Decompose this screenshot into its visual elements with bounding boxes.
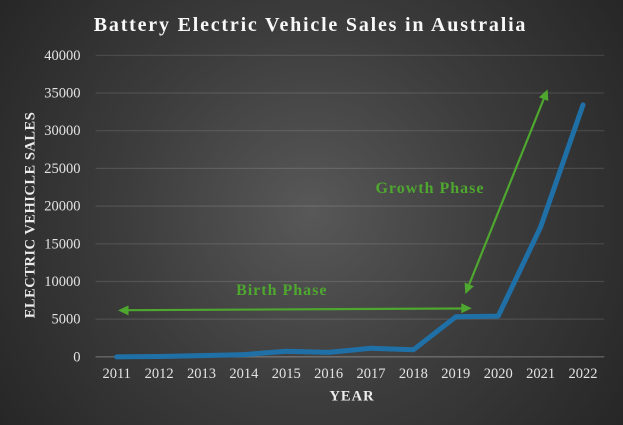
svg-text:2011: 2011 xyxy=(102,366,130,382)
svg-text:2014: 2014 xyxy=(229,366,259,382)
svg-text:2012: 2012 xyxy=(145,366,174,382)
svg-text:2015: 2015 xyxy=(272,366,301,382)
svg-text:20000: 20000 xyxy=(44,199,80,215)
svg-text:2017: 2017 xyxy=(357,366,386,382)
svg-text:40000: 40000 xyxy=(44,48,80,64)
svg-text:YEAR: YEAR xyxy=(329,389,374,405)
svg-text:2022: 2022 xyxy=(569,366,598,382)
svg-text:2019: 2019 xyxy=(441,366,470,382)
svg-text:2020: 2020 xyxy=(484,366,513,382)
svg-text:2021: 2021 xyxy=(526,366,555,382)
svg-text:10000: 10000 xyxy=(44,274,80,290)
svg-text:2018: 2018 xyxy=(399,366,428,382)
svg-text:25000: 25000 xyxy=(44,161,80,177)
svg-text:30000: 30000 xyxy=(44,123,80,139)
svg-text:35000: 35000 xyxy=(44,86,80,102)
svg-text:5000: 5000 xyxy=(52,312,81,328)
svg-text:2016: 2016 xyxy=(314,366,343,382)
svg-text:Growth Phase: Growth Phase xyxy=(375,180,484,197)
svg-text:15000: 15000 xyxy=(44,236,80,252)
svg-text:2013: 2013 xyxy=(187,366,216,382)
svg-text:ELECTRIC VEHICLE SALES: ELECTRIC VEHICLE SALES xyxy=(23,112,39,319)
svg-text:Battery Electric Vehicle Sales: Battery Electric Vehicle Sales in Austra… xyxy=(94,14,527,36)
svg-text:Birth Phase: Birth Phase xyxy=(236,282,327,299)
svg-text:0: 0 xyxy=(73,349,80,365)
